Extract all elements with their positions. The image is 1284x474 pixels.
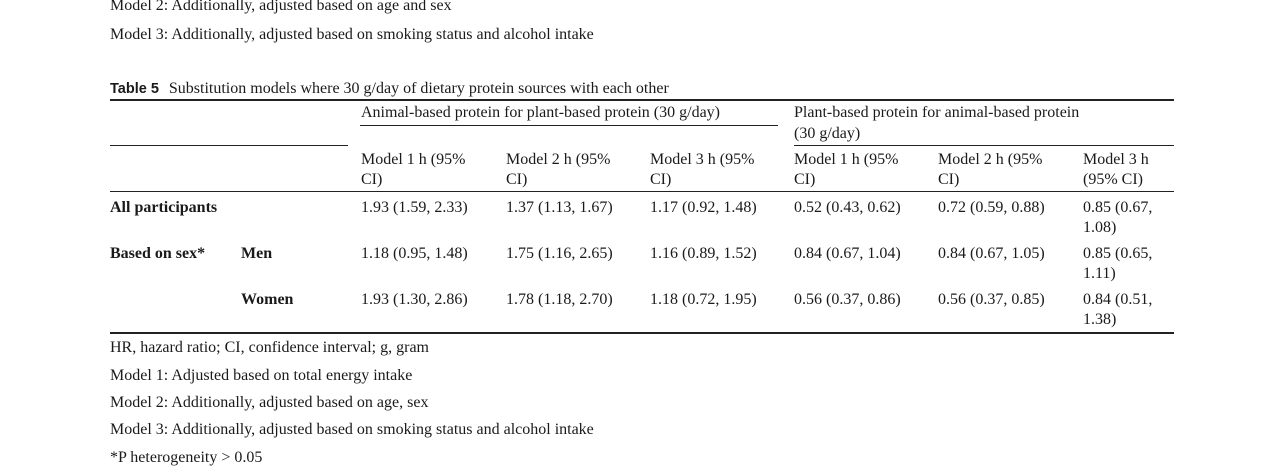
table-cell: 1.93 (1.30, 2.86) [361, 291, 468, 308]
table-cell-wrapped: 0.85 (0.65, 1.11) [1083, 244, 1152, 284]
table-cell: 0.52 (0.43, 0.62) [794, 199, 901, 216]
table-cell-line2: 1.38) [1083, 311, 1117, 328]
header-bottom-rule [110, 191, 1174, 192]
table-cell: 1.93 (1.59, 2.33) [361, 199, 468, 216]
table-cell: 0.56 (0.37, 0.85) [938, 291, 1045, 308]
col-header-3: Model 3 h (95% CI) [650, 150, 754, 190]
footnote-model2: Model 2: Additionally, adjusted based on… [110, 394, 429, 411]
table-cell: 1.75 (1.16, 2.65) [506, 245, 613, 262]
table-cell: 0.84 (0.67, 1.05) [938, 245, 1045, 262]
table-caption-label: Table 5 [110, 81, 159, 97]
table-top-rule [110, 99, 1174, 101]
row-label-all-participants: All participants [110, 199, 218, 216]
table-cell: 0.56 (0.37, 0.86) [794, 291, 901, 308]
row-label-based-on-sex: Based on sex* [110, 245, 206, 262]
col-header-4-line1: Model 1 h (95% [794, 151, 899, 168]
col-header-5: Model 2 h (95% CI) [938, 150, 1042, 190]
col-header-1-line2: CI) [361, 171, 383, 188]
table-cell: 0.84 (0.67, 1.04) [794, 245, 901, 262]
col-header-3-line1: Model 3 h (95% [650, 151, 755, 168]
note-top-model3: Model 3: Additionally, adjusted based on… [110, 26, 594, 43]
col-header-1: Model 1 h (95% CI) [361, 150, 465, 190]
footnote-model3: Model 3: Additionally, adjusted based on… [110, 421, 594, 438]
table-cell: 1.18 (0.72, 1.95) [650, 291, 757, 308]
col-header-5-line1: Model 2 h (95% [938, 151, 1043, 168]
table-cell: 1.37 (1.13, 1.67) [506, 199, 613, 216]
col-header-4-line2: CI) [794, 171, 816, 188]
footnote-model1: Model 1: Adjusted based on total energy … [110, 367, 413, 384]
footnote-abbreviations: HR, hazard ratio; CI, confidence interva… [110, 339, 429, 356]
group-header-animal: Animal-based protein for plant-based pro… [361, 104, 720, 121]
table-cell: 1.17 (0.92, 1.48) [650, 199, 757, 216]
group-rule-animal [360, 125, 778, 126]
table-bottom-rule [110, 332, 1174, 334]
row-sublabel-men: Men [241, 245, 273, 262]
footnote-heterogeneity: *P heterogeneity > 0.05 [110, 449, 263, 466]
table-cell: 1.16 (0.89, 1.52) [650, 245, 757, 262]
col-header-5-line2: CI) [938, 171, 960, 188]
table-cell-line1: 0.85 (0.67, [1083, 199, 1153, 216]
table-cell-wrapped: 0.85 (0.67, 1.08) [1083, 198, 1152, 238]
group-header-plant-line2: (30 g/day) [794, 125, 861, 142]
note-top-model2: Model 2: Additionally, adjusted based on… [110, 0, 452, 14]
col-header-2-line1: Model 2 h (95% [506, 151, 611, 168]
col-header-3-line2: CI) [650, 171, 672, 188]
stub-header-rule [110, 145, 348, 146]
col-header-6: Model 3 h (95% CI) [1083, 150, 1149, 190]
group-header-plant-line1: Plant-based protein for animal-based pro… [794, 104, 1080, 121]
table-cell: 1.78 (1.18, 2.70) [506, 291, 613, 308]
group-rule-plant [794, 145, 1174, 146]
table-caption-text: Substitution models where 30 g/day of di… [168, 80, 669, 97]
col-header-1-line1: Model 1 h (95% [361, 151, 466, 168]
col-header-2-line2: CI) [506, 171, 528, 188]
table-cell-line2: 1.08) [1083, 219, 1117, 236]
table-caption: Table 5 Substitution models where 30 g/d… [110, 79, 669, 99]
table-cell-line2: 1.11) [1083, 265, 1116, 282]
col-header-2: Model 2 h (95% CI) [506, 150, 610, 190]
row-sublabel-women: Women [241, 291, 294, 308]
table-cell: 1.18 (0.95, 1.48) [361, 245, 468, 262]
col-header-4: Model 1 h (95% CI) [794, 150, 898, 190]
table-cell-wrapped: 0.84 (0.51, 1.38) [1083, 290, 1152, 330]
col-header-6-line2: (95% CI) [1083, 171, 1143, 188]
col-header-6-line1: Model 3 h [1083, 151, 1149, 168]
table-cell: 0.72 (0.59, 0.88) [938, 199, 1045, 216]
table-cell-line1: 0.85 (0.65, [1083, 245, 1153, 262]
table-cell-line1: 0.84 (0.51, [1083, 291, 1153, 308]
